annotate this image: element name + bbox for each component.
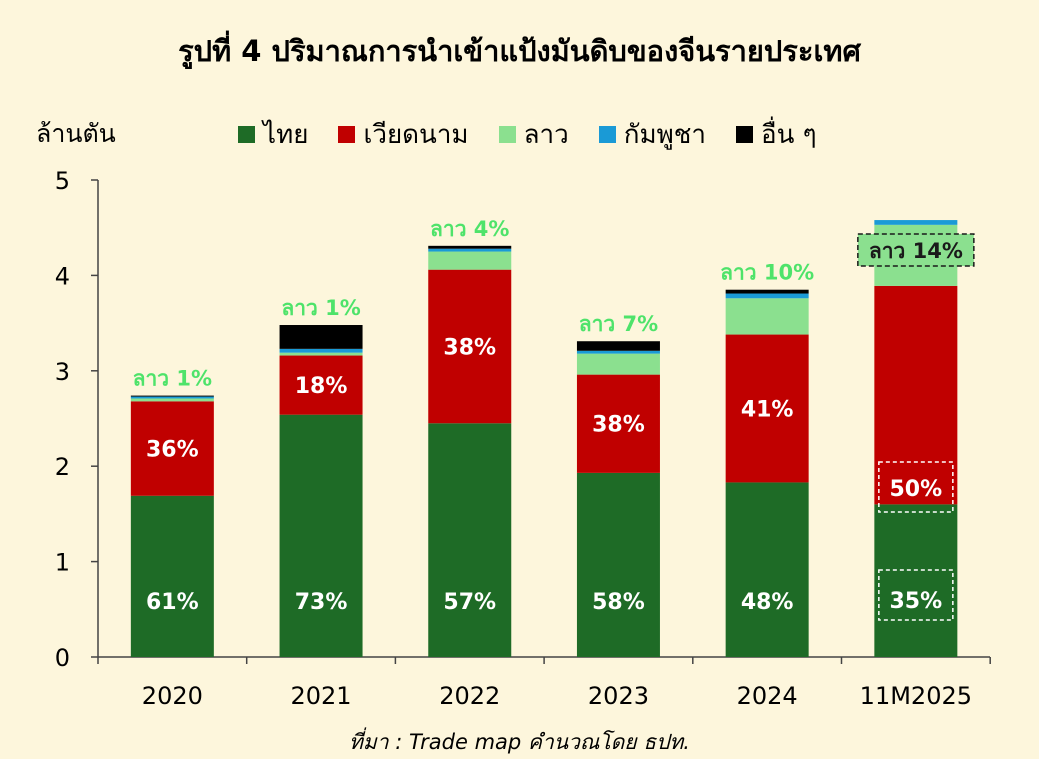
legend-label-cambodia: กัมพูชา [623, 119, 706, 150]
bar-segment-others [428, 245, 512, 249]
data-label-laos: ลาว 7% [579, 312, 658, 336]
bar-segment-others [725, 289, 809, 294]
legend-label-laos: ลาว [523, 119, 569, 150]
bar-segment-thailand [428, 423, 512, 657]
data-label-laos: ลาว 14% [869, 239, 963, 263]
highlight-box-vietnam [878, 461, 954, 513]
y-axis-unit-label: ล้านตัน [36, 119, 116, 148]
bar-segment-laos [279, 352, 363, 356]
bar-segment-cambodia [279, 348, 363, 353]
data-label-thailand: 58% [592, 590, 645, 615]
chart-title: รูปที่ 4 ปริมาณการนำเข้าแป้งมันดิบของจีน… [178, 34, 861, 68]
bar-segment-cambodia [576, 350, 660, 354]
y-tick-label: 5 [55, 167, 70, 195]
y-tick-label: 4 [55, 262, 70, 290]
bar-segment-thailand [576, 472, 660, 657]
x-tick-label: 11M2025 [860, 682, 972, 710]
legend-swatch-laos [498, 125, 516, 143]
data-label-laos: ลาว 10% [720, 261, 814, 285]
data-label-vietnam: 41% [741, 397, 794, 422]
bar-segment-others [130, 395, 214, 397]
data-label-laos: ลาว 1% [281, 296, 360, 320]
y-tick-label: 2 [55, 453, 70, 481]
legend-swatch-cambodia [598, 125, 616, 143]
x-tick-label: 2021 [291, 682, 352, 710]
bar-segment-others [279, 325, 363, 349]
data-label-vietnam: 36% [146, 438, 199, 463]
y-tick-label: 3 [55, 358, 70, 386]
legend-item-others: อื่น ๆ [735, 114, 817, 155]
legend-item-vietnam: เวียดนาม [338, 114, 469, 155]
bar-segment-vietnam [874, 285, 958, 505]
bar-segment-vietnam [576, 374, 660, 473]
bar-segment-cambodia [725, 293, 809, 299]
bar-segment-cambodia [130, 396, 214, 399]
legend-label-thailand: ไทย [263, 119, 309, 150]
data-label-thailand: 73% [295, 590, 348, 615]
legend-label-vietnam: เวียดนาม [363, 119, 469, 150]
legend-swatch-others [735, 125, 753, 143]
data-label-vietnam: 38% [443, 335, 496, 360]
legend-item-thailand: ไทย [238, 114, 308, 155]
bar-segment-vietnam [279, 355, 363, 415]
data-label-vietnam: 38% [592, 413, 645, 438]
legend-swatch-thailand [238, 125, 255, 143]
legend: ไทย เวียดนาม ลาว กัมพูชา อื่น ๆ [238, 116, 817, 152]
data-label-thailand: 35% [890, 589, 943, 614]
y-tick-label: 0 [55, 644, 70, 672]
bar-segment-cambodia [874, 220, 958, 225]
bar-segment-vietnam [725, 334, 809, 483]
legend-item-laos: ลาว [498, 114, 569, 155]
bar-segment-laos [428, 251, 512, 270]
data-label-thailand: 61% [146, 590, 199, 615]
legend-swatch-vietnam [338, 125, 356, 143]
y-tick-label: 1 [55, 549, 70, 577]
bar-segment-vietnam [130, 401, 214, 496]
data-label-vietnam: 50% [890, 477, 943, 502]
bar-segment-thailand [130, 495, 214, 657]
data-label-thailand: 48% [741, 590, 794, 615]
bar-segment-laos [725, 298, 809, 335]
bar-segment-thailand [874, 504, 958, 657]
highlight-box-laos [857, 233, 975, 267]
x-tick-label: 2020 [142, 682, 203, 710]
x-tick-label: 2024 [737, 682, 798, 710]
data-label-thailand: 57% [443, 590, 496, 615]
legend-label-others: อื่น ๆ [760, 119, 817, 150]
x-tick-label: 2022 [439, 682, 500, 710]
bar-segment-thailand [725, 482, 809, 657]
highlight-box-thailand [878, 569, 954, 621]
bar-segment-others [576, 341, 660, 351]
data-label-laos: ลาว 4% [430, 217, 509, 241]
bar-segment-laos [576, 353, 660, 375]
source-note: ที่มา : Trade map คำนวณโดย ธปท. [349, 730, 690, 754]
bar-segment-thailand [279, 414, 363, 657]
data-label-vietnam: 18% [295, 374, 348, 399]
bar-segment-vietnam [428, 269, 512, 424]
x-tick-label: 2023 [588, 682, 649, 710]
legend-item-cambodia: กัมพูชา [598, 114, 706, 155]
data-label-laos: ลาว 1% [133, 367, 212, 391]
bar-segment-cambodia [428, 248, 512, 252]
bar-segment-laos [130, 398, 214, 402]
